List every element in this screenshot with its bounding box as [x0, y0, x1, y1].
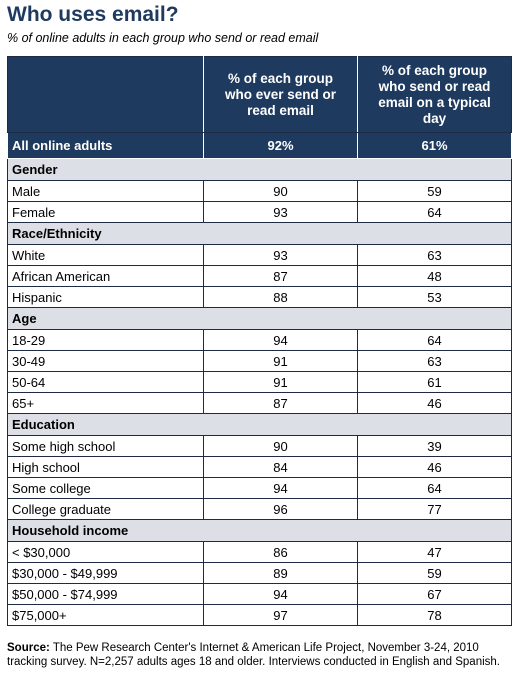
value-ever: 90 [203, 180, 358, 202]
value-typical-day: 78 [357, 604, 512, 626]
row-label: $75,000+ [7, 604, 204, 626]
section-label: Household income [7, 519, 512, 542]
row-label: White [7, 244, 204, 266]
row-label: Hispanic [7, 286, 204, 308]
table-row: $50,000 - $74,999 94 67 [7, 583, 512, 605]
value-typical-day: 63 [357, 244, 512, 266]
value-typical-day: 67 [357, 583, 512, 605]
value-ever: 89 [203, 562, 358, 584]
section-row: Gender [7, 158, 512, 181]
value-ever: 88 [203, 286, 358, 308]
row-label: College graduate [7, 498, 204, 520]
row-label: African American [7, 265, 204, 287]
source-note: Source: The Pew Research Center's Intern… [7, 641, 507, 669]
source-label: Source: [7, 642, 50, 654]
value-typical-day: 61 [357, 371, 512, 393]
row-label: 50-64 [7, 371, 204, 393]
row-label: 18-29 [7, 329, 204, 351]
total-ever: 92% [203, 132, 358, 159]
table-row: $75,000+ 97 78 [7, 604, 512, 626]
value-typical-day: 47 [357, 541, 512, 563]
value-typical-day: 46 [357, 392, 512, 414]
table-row: African American 87 48 [7, 265, 512, 287]
value-ever: 94 [203, 329, 358, 351]
table-row: < $30,000 86 47 [7, 541, 512, 563]
value-ever: 91 [203, 350, 358, 372]
row-label: < $30,000 [7, 541, 204, 563]
row-label: Some high school [7, 435, 204, 457]
row-label: High school [7, 456, 204, 478]
row-label: 65+ [7, 392, 204, 414]
column-header-typical-day: % of each group who send or read email o… [357, 56, 512, 133]
value-ever: 90 [203, 435, 358, 457]
value-typical-day: 39 [357, 435, 512, 457]
column-header-ever: % of each group who ever send or read em… [203, 56, 358, 133]
value-typical-day: 64 [357, 329, 512, 351]
table-row: White 93 63 [7, 244, 512, 266]
chart-title: Who uses email? [7, 3, 179, 26]
value-ever: 97 [203, 604, 358, 626]
row-label: 30-49 [7, 350, 204, 372]
section-row: Household income [7, 519, 512, 542]
row-label: $50,000 - $74,999 [7, 583, 204, 605]
table-row: 30-49 91 63 [7, 350, 512, 372]
column-header-label [7, 56, 204, 133]
section-label: Education [7, 413, 512, 436]
table-row: Male 90 59 [7, 180, 512, 202]
section-label: Age [7, 307, 512, 330]
table-row: $30,000 - $49,999 89 59 [7, 562, 512, 584]
value-typical-day: 64 [357, 201, 512, 223]
table-row: 50-64 91 61 [7, 371, 512, 393]
value-typical-day: 64 [357, 477, 512, 499]
value-ever: 93 [203, 201, 358, 223]
value-ever: 93 [203, 244, 358, 266]
section-row: Race/Ethnicity [7, 222, 512, 245]
value-ever: 96 [203, 498, 358, 520]
table-row: Hispanic 88 53 [7, 286, 512, 308]
header-row: % of each group who ever send or read em… [7, 56, 512, 133]
value-ever: 87 [203, 265, 358, 287]
table-body: All online adults 92% 61% Gender Male 90 59… [7, 132, 512, 626]
value-ever: 94 [203, 583, 358, 605]
table-row: 18-29 94 64 [7, 329, 512, 351]
value-typical-day: 46 [357, 456, 512, 478]
email-usage-table: % of each group who ever send or read em… [7, 56, 512, 626]
value-typical-day: 59 [357, 562, 512, 584]
chart-subtitle: % of online adults in each group who sen… [7, 31, 319, 45]
value-typical-day: 53 [357, 286, 512, 308]
value-ever: 91 [203, 371, 358, 393]
table-row: Some high school 90 39 [7, 435, 512, 457]
section-label: Gender [7, 158, 512, 181]
section-label: Race/Ethnicity [7, 222, 512, 245]
value-ever: 86 [203, 541, 358, 563]
table-row: Female 93 64 [7, 201, 512, 223]
section-row: Age [7, 307, 512, 330]
value-typical-day: 48 [357, 265, 512, 287]
total-label: All online adults [7, 132, 204, 159]
table-row: College graduate 96 77 [7, 498, 512, 520]
table-row: 65+ 87 46 [7, 392, 512, 414]
value-ever: 84 [203, 456, 358, 478]
total-typical-day: 61% [357, 132, 512, 159]
value-typical-day: 63 [357, 350, 512, 372]
source-text: The Pew Research Center's Internet & Ame… [7, 642, 500, 668]
row-label: Male [7, 180, 204, 202]
table-row: Some college 94 64 [7, 477, 512, 499]
value-typical-day: 77 [357, 498, 512, 520]
row-label: Some college [7, 477, 204, 499]
row-label: $30,000 - $49,999 [7, 562, 204, 584]
total-row: All online adults 92% 61% [7, 132, 512, 159]
value-ever: 94 [203, 477, 358, 499]
table-row: High school 84 46 [7, 456, 512, 478]
section-row: Education [7, 413, 512, 436]
row-label: Female [7, 201, 204, 223]
value-ever: 87 [203, 392, 358, 414]
value-typical-day: 59 [357, 180, 512, 202]
